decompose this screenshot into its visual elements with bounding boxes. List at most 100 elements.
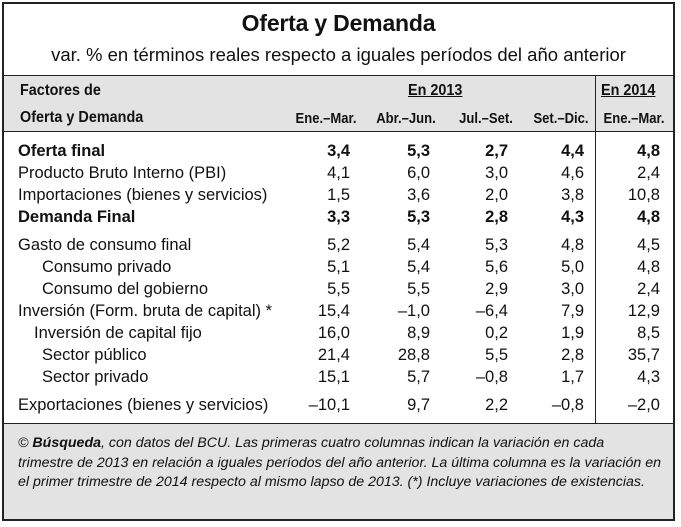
cell-value: 1,5 bbox=[327, 186, 350, 204]
column-divider bbox=[595, 75, 596, 423]
cell-value: 3,4 bbox=[327, 142, 350, 160]
cell-value: 15,4 bbox=[317, 302, 350, 320]
table-row-sector-publico: Sector público 21,4 28,8 5,5 2,8 35,7 bbox=[4, 346, 673, 368]
table-card: Oferta y Demanda var. % en términos real… bbox=[2, 2, 675, 521]
table-row-exportaciones: Exportaciones (bienes y servicios) –10,1 9… bbox=[4, 396, 673, 418]
cell-value: 4,8 bbox=[637, 142, 660, 160]
cell-value: 5,5 bbox=[407, 280, 430, 298]
table-body: Oferta final 3,4 5,3 2,7 4,4 4,8 Producto Brut… bbox=[4, 132, 673, 423]
column-header-q2-2013: Abr.–Jun. bbox=[376, 111, 436, 127]
cell-value: 2,8 bbox=[485, 208, 508, 226]
header-year-2013: En 2013 bbox=[408, 82, 463, 99]
cell-value: –10,1 bbox=[308, 396, 350, 414]
cell-value: 2,4 bbox=[637, 280, 660, 298]
cell-value: 4,1 bbox=[327, 164, 350, 182]
cell-value: 2,0 bbox=[485, 186, 508, 204]
cell-value: 3,3 bbox=[327, 208, 350, 226]
row-label: Inversión (Form. bruta de capital) * bbox=[18, 302, 273, 320]
cell-value: 5,2 bbox=[327, 236, 350, 254]
cell-value: –0,8 bbox=[475, 368, 508, 386]
cell-value: 1,7 bbox=[561, 368, 584, 386]
cell-value: 4,8 bbox=[637, 258, 660, 276]
cell-value: 5,3 bbox=[407, 142, 430, 160]
cell-value: 4,5 bbox=[637, 236, 660, 254]
row-label: Demanda Final bbox=[18, 208, 136, 226]
footnote-text: , con datos del BCU. Las primeras cuatro… bbox=[18, 435, 662, 490]
cell-value: 8,9 bbox=[407, 324, 430, 342]
table-row-consumo-gobierno: Consumo del gobierno 5,5 5,5 2,9 3,0 2,4 bbox=[4, 280, 673, 302]
cell-value: 4,8 bbox=[637, 208, 660, 226]
table-row-inversion: Inversión (Form. bruta de capital) * 15,4… bbox=[4, 302, 673, 324]
cell-value: 7,9 bbox=[561, 302, 584, 320]
cell-value: 8,5 bbox=[637, 324, 660, 342]
cell-value: 21,4 bbox=[317, 346, 350, 364]
cell-value: 6,0 bbox=[407, 164, 430, 182]
row-label: Gasto de consumo final bbox=[18, 236, 192, 254]
cell-value: 4,8 bbox=[561, 236, 584, 254]
cell-value: 28,8 bbox=[397, 346, 430, 364]
cell-value: 5,3 bbox=[407, 208, 430, 226]
cell-value: 5,1 bbox=[327, 258, 350, 276]
cell-value: 15,1 bbox=[317, 368, 350, 386]
row-label: Sector privado bbox=[42, 368, 149, 386]
cell-value: 3,0 bbox=[485, 164, 508, 182]
header-factors-line2: Oferta y Demanda bbox=[20, 109, 144, 126]
column-header-q1-2014: Ene.–Mar. bbox=[603, 111, 665, 127]
cell-value: 2,8 bbox=[561, 346, 584, 364]
cell-value: 4,6 bbox=[561, 164, 584, 182]
footnote-copyright: © bbox=[18, 435, 29, 451]
cell-value: 2,2 bbox=[485, 396, 508, 414]
cell-value: –2,0 bbox=[627, 396, 660, 414]
row-label: Consumo del gobierno bbox=[42, 280, 209, 298]
column-header-q4-2013: Set.–Dic. bbox=[533, 111, 589, 127]
cell-value: 1,9 bbox=[561, 324, 584, 342]
table-row-gasto-consumo-final: Gasto de consumo final 5,2 5,4 5,3 4,8 4,5 bbox=[4, 236, 673, 258]
cell-value: 35,7 bbox=[627, 346, 660, 364]
cell-value: 2,7 bbox=[485, 142, 508, 160]
footnote-source: Búsqueda bbox=[32, 435, 102, 451]
cell-value: 5,5 bbox=[327, 280, 350, 298]
table-title: Oferta y Demanda bbox=[241, 10, 436, 36]
cell-value: –1,0 bbox=[397, 302, 430, 320]
cell-value: 5,6 bbox=[485, 258, 508, 276]
footnote: © Búsqueda, con datos del BCU. Las prime… bbox=[4, 423, 673, 519]
cell-value: 16,0 bbox=[317, 324, 350, 342]
table-subtitle: var. % en términos reales respecto a igu… bbox=[51, 44, 626, 65]
row-label: Sector público bbox=[42, 346, 147, 364]
table-row-oferta-final: Oferta final 3,4 5,3 2,7 4,4 4,8 bbox=[4, 142, 673, 164]
table-row-inversion-capital-fijo: Inversión de capital fijo 16,0 8,9 0,2 1,9 8,… bbox=[4, 324, 673, 346]
cell-value: 5,0 bbox=[561, 258, 584, 276]
row-label: Consumo privado bbox=[42, 258, 172, 276]
table-row-pbi: Producto Bruto Interno (PBI) 4,1 6,0 3,0 4,6… bbox=[4, 164, 673, 186]
row-label: Importaciones (bienes y servicios) bbox=[18, 186, 268, 204]
table-row-importaciones: Importaciones (bienes y servicios) 1,5 3,6… bbox=[4, 186, 673, 208]
cell-value: 2,9 bbox=[485, 280, 508, 298]
header-factors-line1: Factores de bbox=[20, 82, 101, 99]
cell-value: 12,9 bbox=[627, 302, 660, 320]
cell-value: 5,4 bbox=[407, 236, 430, 254]
row-label: Producto Bruto Interno (PBI) bbox=[18, 164, 227, 182]
header-year-2014: En 2014 bbox=[601, 82, 656, 99]
cell-value: 2,4 bbox=[637, 164, 660, 182]
cell-value: 4,3 bbox=[637, 368, 660, 386]
cell-value: 9,7 bbox=[407, 396, 430, 414]
column-header-q3-2013: Jul.–Set. bbox=[459, 111, 513, 127]
row-label: Exportaciones (bienes y servicios) bbox=[18, 396, 269, 414]
row-label: Oferta final bbox=[18, 142, 106, 160]
table-row-demanda-final: Demanda Final 3,3 5,3 2,8 4,3 4,8 bbox=[4, 208, 673, 230]
cell-value: 3,0 bbox=[561, 280, 584, 298]
table-header: Factores de Oferta y Demanda En 2013 En … bbox=[4, 75, 673, 132]
cell-value: 4,4 bbox=[561, 142, 584, 160]
row-label: Inversión de capital fijo bbox=[34, 324, 202, 342]
table-row-consumo-privado: Consumo privado 5,1 5,4 5,6 5,0 4,8 bbox=[4, 258, 673, 280]
cell-value: 5,7 bbox=[407, 368, 430, 386]
cell-value: –6,4 bbox=[475, 302, 508, 320]
table-row-sector-privado: Sector privado 15,1 5,7 –0,8 1,7 4,3 bbox=[4, 368, 673, 390]
cell-value: 5,5 bbox=[485, 346, 508, 364]
cell-value: 4,3 bbox=[561, 208, 584, 226]
cell-value: 0,2 bbox=[485, 324, 508, 342]
cell-value: 5,4 bbox=[407, 258, 430, 276]
column-header-q1-2013: Ene.–Mar. bbox=[295, 111, 357, 127]
cell-value: 3,6 bbox=[407, 186, 430, 204]
cell-value: –0,8 bbox=[551, 396, 584, 414]
